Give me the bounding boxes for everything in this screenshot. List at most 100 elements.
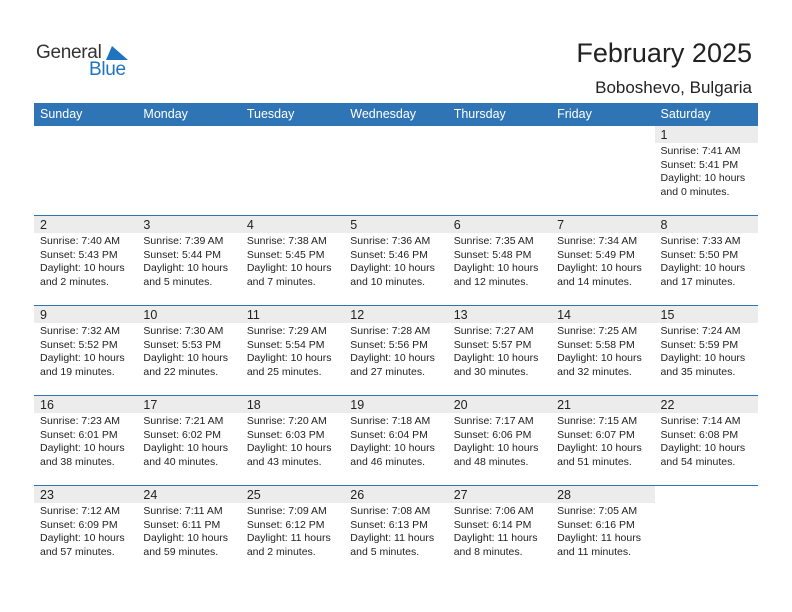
sunrise-text: Sunrise: 7:36 AM xyxy=(350,235,431,247)
sunrise-text: Sunrise: 7:08 AM xyxy=(350,505,431,517)
sunrise-text: Sunrise: 7:14 AM xyxy=(660,415,741,427)
daylight-text: Daylight: 10 hours xyxy=(40,262,125,274)
day-number: 8 xyxy=(660,218,668,232)
day-sun-info: Sunrise: 7:41 AM Sunset: 5:41 PM Daylight:… xyxy=(661,145,746,199)
day-sun-info: Sunrise: 7:32 AM Sunset: 5:52 PM Daylight:… xyxy=(40,325,125,379)
sunrise-text: Sunrise: 7:33 AM xyxy=(660,235,741,247)
day-number-bar xyxy=(654,216,758,233)
sunset-text: Sunset: 6:01 PM xyxy=(40,428,118,441)
sunset-text: Sunset: 5:59 PM xyxy=(660,338,739,351)
sunrise-text: Sunrise: 7:06 AM xyxy=(453,505,534,517)
sunrise-text: Sunrise: 7:27 AM xyxy=(453,325,534,337)
daylight-text: Daylight: 10 hours xyxy=(557,262,642,274)
minutes-text: and 48 minutes. xyxy=(453,455,529,468)
minutes-text: and 5 minutes. xyxy=(350,545,420,558)
day-number-bar xyxy=(551,486,655,503)
weekday-header: Saturday xyxy=(660,107,711,121)
empty-day-cell xyxy=(448,126,551,215)
sunset-text: Sunset: 5:53 PM xyxy=(143,338,222,351)
sunrise-text: Sunrise: 7:30 AM xyxy=(143,325,224,337)
day-cell: 11 Sunrise: 7:29 AM Sunset: 5:54 PM Dayligh… xyxy=(240,306,345,395)
day-number: 27 xyxy=(453,488,468,502)
daylight-text: Daylight: 11 hours xyxy=(350,532,435,544)
minutes-text: and 43 minutes. xyxy=(246,455,322,468)
day-number-bar xyxy=(344,396,448,413)
week-row: 2 Sunrise: 7:40 AM Sunset: 5:43 PM Daylight… xyxy=(34,215,758,305)
week-row: 23 Sunrise: 7:12 AM Sunset: 6:09 PM Dayligh… xyxy=(34,485,758,575)
calendar-grid: Sunday Monday Tuesday Wednesday Thursday… xyxy=(34,103,758,575)
sunset-text: Sunset: 6:12 PM xyxy=(246,518,325,531)
day-number: 25 xyxy=(246,488,261,502)
day-number-bar xyxy=(137,486,241,503)
day-sun-info: Sunrise: 7:29 AM Sunset: 5:54 PM Daylight:… xyxy=(247,325,332,379)
day-number: 18 xyxy=(246,398,261,412)
week-row: 9 Sunrise: 7:32 AM Sunset: 5:52 PM Daylight… xyxy=(34,305,758,395)
daylight-text: Daylight: 10 hours xyxy=(660,442,746,454)
sunrise-text: Sunrise: 7:29 AM xyxy=(246,325,327,337)
weekday-header: Friday xyxy=(557,107,592,121)
day-sun-info: Sunrise: 7:25 AM Sunset: 5:58 PM Daylight:… xyxy=(557,325,642,379)
day-number-bar xyxy=(137,396,241,413)
day-sun-info: Sunrise: 7:35 AM Sunset: 5:48 PM Daylight:… xyxy=(454,235,539,289)
day-sun-info: Sunrise: 7:12 AM Sunset: 6:09 PM Daylight:… xyxy=(40,505,125,559)
daylight-text: Daylight: 10 hours xyxy=(40,532,125,544)
daylight-text: Daylight: 10 hours xyxy=(143,262,229,274)
sunset-text: Sunset: 6:04 PM xyxy=(350,428,428,441)
day-cell: 17 Sunrise: 7:21 AM Sunset: 6:02 PM Dayligh… xyxy=(137,396,241,485)
day-number: 6 xyxy=(453,218,461,232)
minutes-text: and 22 minutes. xyxy=(143,365,219,378)
minutes-text: and 32 minutes. xyxy=(557,365,632,378)
empty-day-cell xyxy=(344,126,447,215)
sunrise-text: Sunrise: 7:20 AM xyxy=(246,415,327,427)
day-number: 4 xyxy=(246,218,254,232)
daylight-text: Daylight: 10 hours xyxy=(660,352,746,364)
day-number-bar xyxy=(551,396,655,413)
day-cell: 5 Sunrise: 7:36 AM Sunset: 5:46 PM Daylight… xyxy=(344,216,448,305)
weekday-header: Tuesday xyxy=(246,107,295,121)
day-cell: 26 Sunrise: 7:08 AM Sunset: 6:13 PM Dayligh… xyxy=(344,486,448,575)
day-sun-info: Sunrise: 7:20 AM Sunset: 6:03 PM Daylight:… xyxy=(247,415,332,469)
sunset-text: Sunset: 5:52 PM xyxy=(40,338,118,351)
day-number-bar xyxy=(654,396,758,413)
sunrise-text: Sunrise: 7:12 AM xyxy=(40,505,120,517)
sunrise-text: Sunrise: 7:34 AM xyxy=(557,235,638,247)
day-number-bar xyxy=(447,216,552,233)
day-number-bar xyxy=(447,396,552,413)
day-cell: 19 Sunrise: 7:18 AM Sunset: 6:04 PM Dayligh… xyxy=(344,396,448,485)
day-sun-info: Sunrise: 7:09 AM Sunset: 6:12 PM Daylight:… xyxy=(247,505,331,559)
minutes-text: and 12 minutes. xyxy=(453,275,529,288)
daylight-text: Daylight: 10 hours xyxy=(143,442,229,454)
daylight-text: Daylight: 10 hours xyxy=(660,172,746,184)
sunset-text: Sunset: 6:14 PM xyxy=(453,518,532,531)
minutes-text: and 7 minutes. xyxy=(246,275,316,288)
sunrise-text: Sunrise: 7:24 AM xyxy=(660,325,741,337)
day-cell: 10 Sunrise: 7:30 AM Sunset: 5:53 PM Dayligh… xyxy=(137,306,241,395)
logo: General Blue xyxy=(36,42,136,82)
sunset-text: Sunset: 5:44 PM xyxy=(143,248,222,261)
sunrise-text: Sunrise: 7:32 AM xyxy=(40,325,120,337)
day-sun-info: Sunrise: 7:28 AM Sunset: 5:56 PM Daylight:… xyxy=(350,325,435,379)
day-number: 21 xyxy=(557,398,572,412)
sunset-text: Sunset: 5:56 PM xyxy=(350,338,428,351)
day-sun-info: Sunrise: 7:30 AM Sunset: 5:53 PM Daylight:… xyxy=(143,325,228,379)
daylight-text: Daylight: 10 hours xyxy=(246,442,332,454)
day-number: 2 xyxy=(40,218,47,232)
minutes-text: and 8 minutes. xyxy=(453,545,523,558)
day-number: 24 xyxy=(143,488,158,502)
day-cell: 3 Sunrise: 7:39 AM Sunset: 5:44 PM Daylight… xyxy=(137,216,241,305)
day-cell: 6 Sunrise: 7:35 AM Sunset: 5:48 PM Daylight… xyxy=(447,216,552,305)
weekday-header: Monday xyxy=(143,107,188,121)
day-sun-info: Sunrise: 7:11 AM Sunset: 6:11 PM Daylight:… xyxy=(143,505,228,559)
sunrise-text: Sunrise: 7:05 AM xyxy=(557,505,638,517)
sunrise-text: Sunrise: 7:41 AM xyxy=(660,145,741,157)
sunrise-text: Sunrise: 7:17 AM xyxy=(453,415,534,427)
minutes-text: and 11 minutes. xyxy=(557,545,632,558)
day-sun-info: Sunrise: 7:33 AM Sunset: 5:50 PM Daylight:… xyxy=(661,235,746,289)
day-cell: 15 Sunrise: 7:24 AM Sunset: 5:59 PM Dayligh… xyxy=(654,306,758,395)
day-cell: 2 Sunrise: 7:40 AM Sunset: 5:43 PM Daylight… xyxy=(34,216,138,305)
day-number: 12 xyxy=(350,308,365,322)
day-cell: 7 Sunrise: 7:34 AM Sunset: 5:49 PM Daylight… xyxy=(551,216,655,305)
week-row: 1 Sunrise: 7:41 AM Sunset: 5:41 PM Daylight… xyxy=(34,126,758,215)
day-number-bar xyxy=(344,306,448,323)
day-number: 22 xyxy=(660,398,675,412)
